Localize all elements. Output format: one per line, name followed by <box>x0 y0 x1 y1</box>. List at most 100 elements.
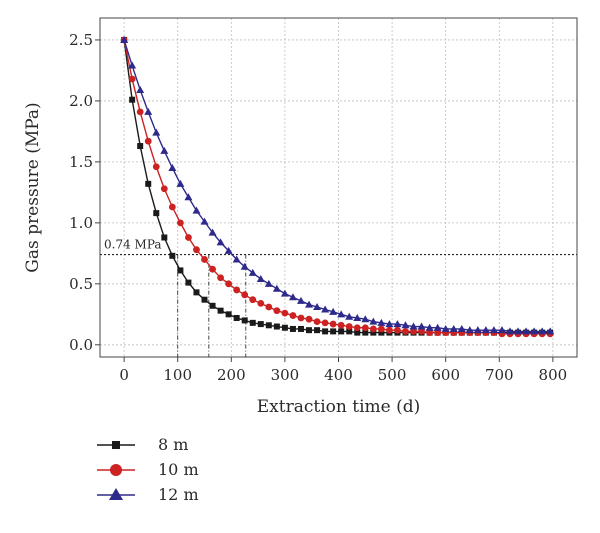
data-point <box>489 326 498 334</box>
data-point <box>264 279 273 287</box>
data-point <box>441 324 450 332</box>
data-point <box>185 234 192 241</box>
data-point <box>353 313 362 321</box>
legend-marker <box>110 464 122 476</box>
data-point <box>280 289 289 297</box>
y-tick-label: 2.5 <box>69 31 93 49</box>
data-point <box>337 321 345 329</box>
data-point <box>522 327 531 335</box>
data-point <box>514 327 523 335</box>
data-point <box>128 61 137 69</box>
data-point <box>216 238 225 246</box>
data-point <box>306 327 313 334</box>
data-point <box>377 325 385 333</box>
data-point <box>321 305 330 313</box>
data-point <box>145 180 152 187</box>
data-point <box>433 323 442 331</box>
data-point <box>401 321 410 329</box>
data-point <box>209 302 216 309</box>
data-point <box>473 326 482 334</box>
data-point <box>538 327 547 335</box>
series-line <box>123 39 551 334</box>
data-point <box>345 323 353 330</box>
data-point <box>386 326 393 334</box>
data-point <box>193 289 200 296</box>
data-point <box>353 324 361 332</box>
data-point <box>497 326 506 334</box>
data-point <box>256 274 265 282</box>
data-point <box>249 319 256 326</box>
data-point <box>225 311 232 318</box>
data-point <box>322 328 329 335</box>
data-point <box>233 286 241 294</box>
data-point <box>281 309 289 317</box>
y-tick-label: 0.5 <box>69 275 93 293</box>
data-point <box>136 108 144 116</box>
data-point <box>273 323 280 330</box>
x-tick-label: 100 <box>163 366 192 384</box>
data-point <box>160 185 168 193</box>
data-point <box>361 324 369 332</box>
legend-item: 10 m <box>97 460 199 479</box>
data-point <box>289 312 297 319</box>
data-point <box>209 265 216 273</box>
x-tick-label: 600 <box>431 366 460 384</box>
data-point <box>313 303 322 311</box>
data-point <box>265 303 273 311</box>
data-point <box>232 255 241 263</box>
data-point <box>288 293 297 301</box>
data-point <box>338 328 345 335</box>
data-point <box>249 296 257 304</box>
y-tick-label: 2.0 <box>69 92 93 110</box>
data-point <box>330 328 337 335</box>
axes: 0 100 200 300 400 500 600 700 800 0.0 0.5 1.0 1.5 2.0… <box>69 31 567 384</box>
data-point <box>297 325 304 332</box>
data-point <box>465 326 474 334</box>
legend-label: 12 m <box>158 485 199 504</box>
data-point <box>457 324 466 332</box>
data-point <box>257 299 265 307</box>
data-point <box>144 137 152 145</box>
grid <box>100 18 577 357</box>
data-point <box>217 274 224 282</box>
series-8-m <box>121 36 554 336</box>
data-point <box>177 267 184 274</box>
data-point <box>418 327 425 335</box>
data-point <box>273 307 281 315</box>
y-tick-label: 1.5 <box>69 153 93 171</box>
data-point <box>449 324 458 332</box>
data-point <box>136 85 145 93</box>
data-point <box>329 307 338 315</box>
data-point <box>241 317 248 324</box>
data-point <box>354 329 361 336</box>
data-point <box>144 107 153 115</box>
data-point <box>120 35 129 43</box>
data-point <box>410 327 417 335</box>
data-point <box>409 322 418 330</box>
data-point <box>426 329 434 337</box>
data-point <box>314 327 321 334</box>
data-point <box>152 163 160 171</box>
data-point <box>546 327 555 335</box>
data-point <box>369 325 377 333</box>
series-12-m <box>120 35 555 335</box>
data-point <box>385 320 394 328</box>
data-point <box>200 217 209 225</box>
y-tick-label: 1.0 <box>69 214 93 232</box>
data-point <box>240 262 249 270</box>
data-point <box>417 322 426 330</box>
data-point <box>425 323 434 331</box>
x-tick-label: 700 <box>485 366 514 384</box>
data-point <box>201 296 208 303</box>
data-point <box>434 329 442 337</box>
legend-label: 10 m <box>158 460 199 479</box>
data-point <box>201 256 208 263</box>
data-point <box>393 320 402 328</box>
legend-marker <box>109 488 123 500</box>
data-point <box>257 321 264 328</box>
data-point <box>506 327 515 335</box>
data-point <box>296 296 305 304</box>
legend-item: 12 m <box>97 485 199 504</box>
data-point <box>137 143 144 150</box>
